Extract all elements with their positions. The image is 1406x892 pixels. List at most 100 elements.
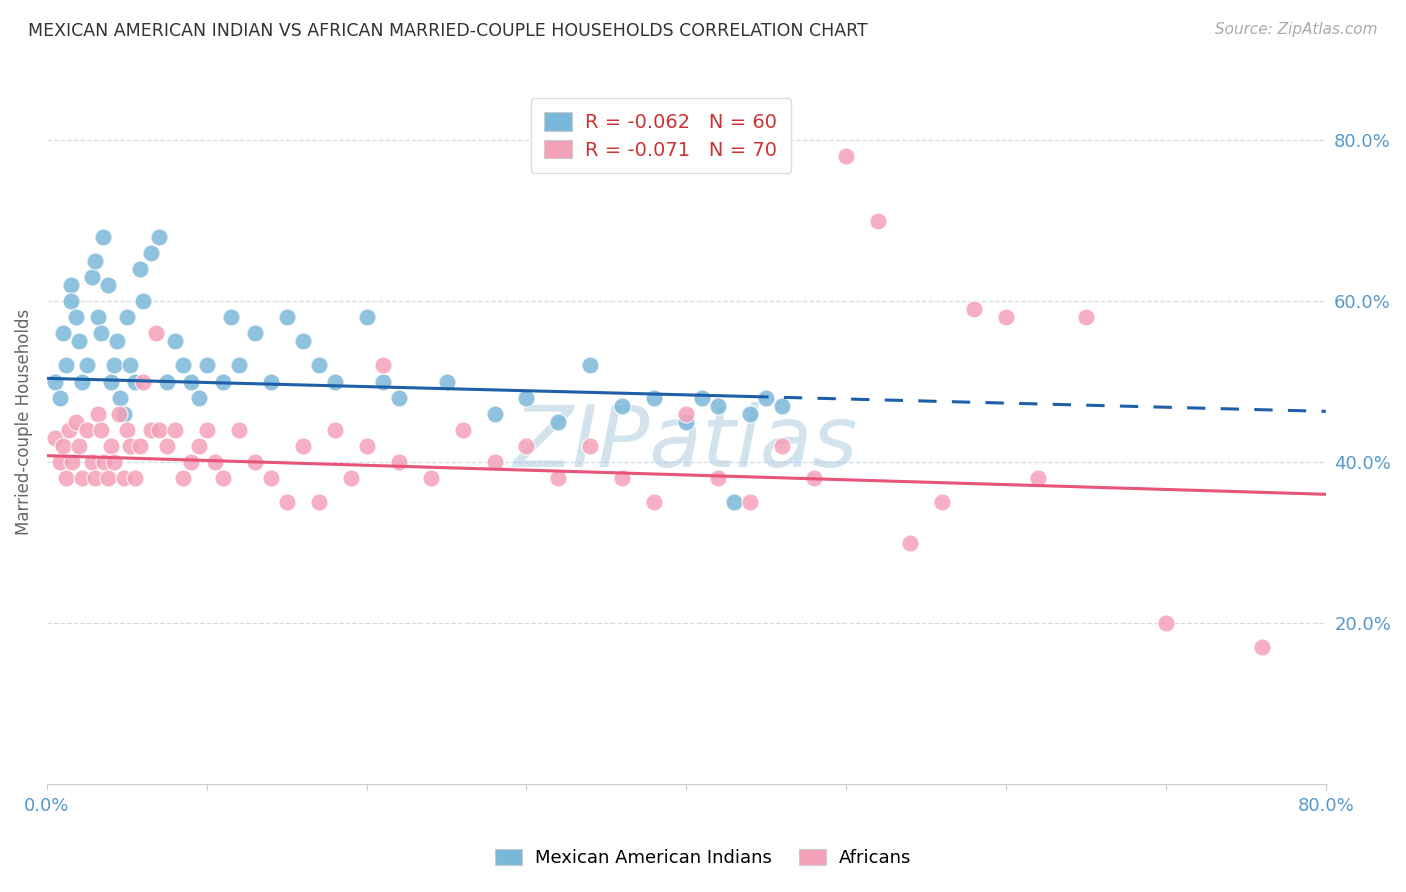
Point — [83, 253, 105, 268]
Point — [65, 415, 87, 429]
Point — [97, 277, 120, 292]
Point — [995, 310, 1018, 325]
Point — [187, 439, 209, 453]
Point — [740, 495, 762, 509]
Point — [740, 407, 762, 421]
Point — [387, 391, 409, 405]
Point — [180, 375, 202, 389]
Point — [87, 407, 110, 421]
Point — [579, 439, 602, 453]
Point — [163, 334, 186, 349]
Point — [145, 326, 167, 341]
Point — [579, 359, 602, 373]
Point — [87, 310, 110, 325]
Point — [108, 407, 131, 421]
Point — [219, 310, 242, 325]
Point — [100, 375, 122, 389]
Point — [515, 439, 537, 453]
Point — [67, 439, 90, 453]
Point — [515, 391, 537, 405]
Point — [195, 359, 218, 373]
Point — [76, 423, 98, 437]
Text: MEXICAN AMERICAN INDIAN VS AFRICAN MARRIED-COUPLE HOUSEHOLDS CORRELATION CHART: MEXICAN AMERICAN INDIAN VS AFRICAN MARRI… — [28, 22, 868, 40]
Point — [371, 375, 394, 389]
Point — [97, 471, 120, 485]
Point — [180, 455, 202, 469]
Point — [1074, 310, 1097, 325]
Point — [898, 535, 921, 549]
Point — [70, 471, 93, 485]
Point — [128, 439, 150, 453]
Point — [243, 326, 266, 341]
Point — [276, 310, 298, 325]
Point — [105, 334, 128, 349]
Point — [323, 423, 346, 437]
Point — [612, 471, 634, 485]
Point — [139, 245, 162, 260]
Point — [308, 495, 330, 509]
Point — [52, 439, 75, 453]
Point — [204, 455, 226, 469]
Point — [115, 423, 138, 437]
Point — [211, 471, 233, 485]
Point — [90, 326, 112, 341]
Point — [103, 455, 125, 469]
Point — [163, 423, 186, 437]
Point — [803, 471, 825, 485]
Point — [195, 423, 218, 437]
Point — [148, 229, 170, 244]
Point — [419, 471, 441, 485]
Point — [55, 471, 77, 485]
Point — [70, 375, 93, 389]
Point — [356, 310, 378, 325]
Point — [112, 471, 135, 485]
Point — [52, 326, 75, 341]
Point — [308, 359, 330, 373]
Point — [675, 407, 697, 421]
Point — [110, 391, 132, 405]
Point — [76, 359, 98, 373]
Point — [356, 439, 378, 453]
Point — [172, 471, 194, 485]
Point — [291, 334, 314, 349]
Point — [148, 423, 170, 437]
Point — [675, 415, 697, 429]
Point — [835, 149, 858, 163]
Point — [55, 359, 77, 373]
Point — [67, 334, 90, 349]
Text: Source: ZipAtlas.com: Source: ZipAtlas.com — [1215, 22, 1378, 37]
Point — [770, 399, 793, 413]
Point — [58, 423, 80, 437]
Point — [707, 471, 730, 485]
Point — [80, 455, 103, 469]
Point — [132, 375, 155, 389]
Point — [100, 439, 122, 453]
Point — [243, 455, 266, 469]
Point — [276, 495, 298, 509]
Point — [1026, 471, 1049, 485]
Legend: R = -0.062   N = 60, R = -0.071   N = 70: R = -0.062 N = 60, R = -0.071 N = 70 — [530, 98, 790, 173]
Point — [755, 391, 778, 405]
Point — [707, 399, 730, 413]
Point — [90, 423, 112, 437]
Point — [156, 439, 179, 453]
Point — [612, 399, 634, 413]
Point — [228, 423, 250, 437]
Point — [48, 391, 70, 405]
Point — [451, 423, 474, 437]
Point — [128, 261, 150, 276]
Point — [643, 391, 665, 405]
Point — [387, 455, 409, 469]
Point — [291, 439, 314, 453]
Point — [323, 375, 346, 389]
Point — [1250, 640, 1272, 655]
Point — [59, 294, 82, 309]
Point — [723, 495, 745, 509]
Point — [187, 391, 209, 405]
Text: ZIPatlas: ZIPatlas — [515, 402, 859, 485]
Point — [339, 471, 361, 485]
Point — [132, 294, 155, 309]
Point — [692, 391, 714, 405]
Point — [547, 415, 569, 429]
Point — [118, 439, 141, 453]
